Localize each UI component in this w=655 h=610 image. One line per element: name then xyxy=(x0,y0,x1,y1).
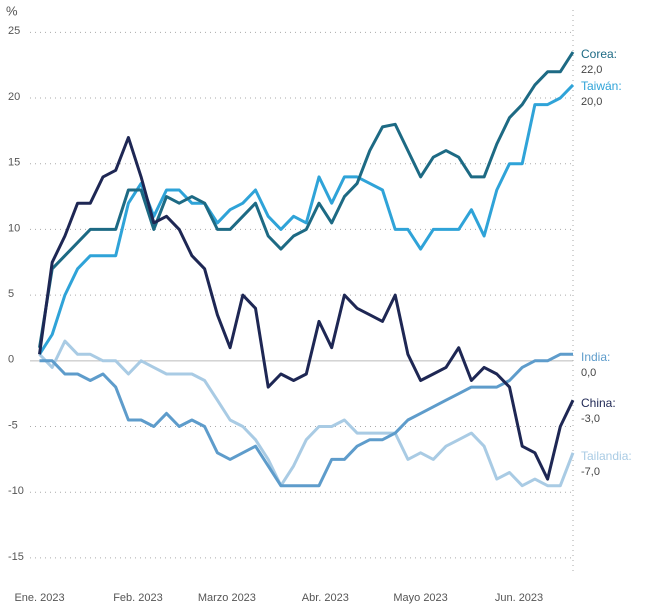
series-line xyxy=(38,136,575,481)
legend-label: India: xyxy=(581,350,610,364)
x-tick-label: Jun. 2023 xyxy=(495,592,543,604)
series-line xyxy=(38,51,575,348)
y-tick-label: -5 xyxy=(8,419,18,431)
series-line xyxy=(39,352,573,488)
end-value-label: -3,0 xyxy=(581,413,600,425)
y-tick-label: 0 xyxy=(8,354,14,366)
y-tick-label: 10 xyxy=(8,222,20,234)
x-tick-label: Ene. 2023 xyxy=(14,592,64,604)
y-tick-label: 5 xyxy=(8,288,14,300)
series-line xyxy=(38,83,575,356)
x-tick-label: Abr. 2023 xyxy=(302,592,349,604)
end-value-label: 20,0 xyxy=(581,96,602,108)
x-tick-label: Feb. 2023 xyxy=(113,592,163,604)
y-tick-label: 20 xyxy=(8,91,20,103)
y-tick-label: -10 xyxy=(8,485,24,497)
legend-label: Corea: xyxy=(581,47,617,61)
series-line xyxy=(38,339,575,488)
legend-label: Taiwán: xyxy=(581,79,622,93)
end-value-label: 22,0 xyxy=(581,64,602,76)
legend-label: Tailandia: xyxy=(581,449,632,463)
y-axis-label: % xyxy=(6,3,18,18)
y-tick-label: -15 xyxy=(8,551,24,563)
x-tick-label: Mayo 2023 xyxy=(393,592,447,604)
end-value-label: -7,0 xyxy=(581,466,600,478)
x-tick-label: Marzo 2023 xyxy=(198,592,256,604)
legend-label: China: xyxy=(581,396,616,410)
y-tick-label: 25 xyxy=(8,25,20,37)
end-value-label: 0,0 xyxy=(581,367,596,379)
y-tick-label: 15 xyxy=(8,157,20,169)
